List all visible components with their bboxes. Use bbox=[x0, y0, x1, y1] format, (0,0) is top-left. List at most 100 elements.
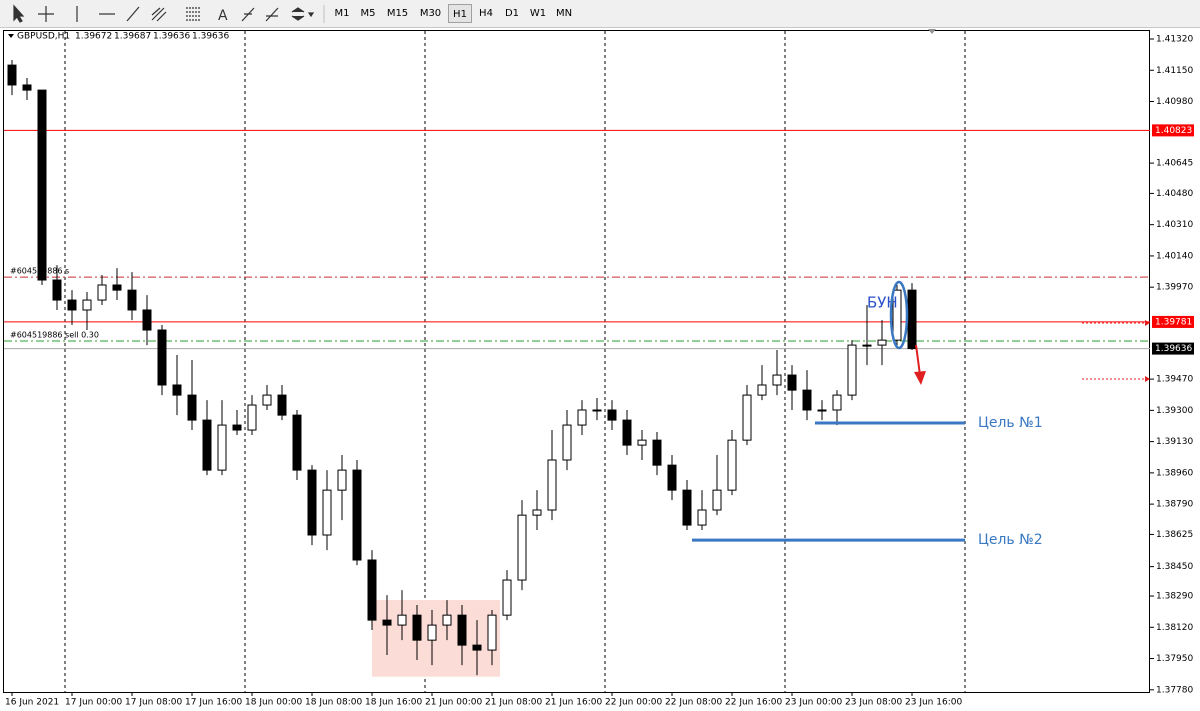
candle-body bbox=[772, 374, 782, 386]
candle-body bbox=[502, 579, 512, 616]
text-icon[interactable]: A bbox=[218, 8, 228, 24]
candle-body bbox=[817, 409, 827, 412]
timeframe-button[interactable]: D1 bbox=[504, 8, 520, 19]
fibo-fan-icon[interactable] bbox=[241, 7, 255, 22]
candle-body bbox=[787, 374, 797, 391]
candle-body bbox=[577, 409, 587, 426]
candle-body bbox=[622, 419, 632, 446]
candle-body bbox=[247, 404, 257, 431]
chart-background bbox=[0, 28, 1200, 711]
timeframe-button[interactable]: W1 bbox=[529, 8, 547, 19]
channel-icon[interactable] bbox=[151, 7, 167, 22]
y-tick-label: 1.39300 bbox=[1156, 406, 1193, 416]
candle-body bbox=[892, 289, 902, 341]
y-tick-label: 1.41150 bbox=[1156, 66, 1193, 76]
price-axis bbox=[1150, 28, 1200, 693]
candle-body bbox=[307, 469, 317, 536]
candle-body bbox=[202, 419, 212, 471]
candle-body bbox=[802, 389, 812, 411]
candle-body bbox=[907, 289, 917, 350]
y-tick-label: 1.38290 bbox=[1156, 592, 1193, 602]
candle-body bbox=[532, 509, 542, 516]
trendline-icon[interactable] bbox=[126, 6, 140, 22]
candle-body bbox=[112, 284, 122, 291]
quote: 1.39672 1.39687 1.39636 1.39636 bbox=[75, 32, 229, 42]
x-tick-label: 22 Jun 08:00 bbox=[665, 698, 722, 708]
y-tick-label: 1.37950 bbox=[1156, 654, 1193, 664]
candle-body bbox=[667, 464, 677, 491]
y-tick-label: 1.38625 bbox=[1156, 530, 1193, 540]
fibo-icon[interactable] bbox=[186, 7, 200, 21]
annotation-ellipse bbox=[889, 280, 909, 350]
candle-body bbox=[877, 339, 887, 346]
y-tick-label: 1.38790 bbox=[1156, 500, 1193, 510]
x-tick-label: 21 Jun 08:00 bbox=[485, 698, 542, 708]
price-tag-label: 1.40823 bbox=[1155, 126, 1192, 136]
candle-body bbox=[412, 614, 422, 641]
crosshair-icon[interactable] bbox=[38, 6, 54, 22]
candle-body bbox=[562, 424, 572, 461]
x-tick-label: 22 Jun 00:00 bbox=[605, 698, 662, 708]
price-tag-label: 1.39781 bbox=[1155, 317, 1192, 327]
candle-body bbox=[337, 469, 347, 491]
fibo-arc-icon[interactable] bbox=[265, 7, 279, 22]
x-tick-label: 18 Jun 16:00 bbox=[365, 698, 422, 708]
price-tag bbox=[1152, 342, 1194, 355]
candle-body bbox=[82, 299, 92, 311]
y-tick-label: 1.38120 bbox=[1156, 623, 1193, 633]
y-tick-label: 1.40480 bbox=[1156, 189, 1193, 199]
price-tag bbox=[1152, 315, 1194, 328]
x-tick-label: 18 Jun 00:00 bbox=[245, 698, 302, 708]
timeframe-button[interactable]: H4 bbox=[479, 8, 493, 19]
candle-body bbox=[352, 469, 362, 561]
order-label: #604519886 sell 0.30 bbox=[10, 331, 99, 340]
x-tick-label: 16 Jun 2021 bbox=[5, 698, 59, 708]
candle-body bbox=[712, 489, 722, 511]
candle-body bbox=[382, 619, 392, 626]
candle-body bbox=[652, 439, 662, 466]
candle-body bbox=[217, 424, 227, 471]
candle-body bbox=[547, 459, 557, 511]
y-tick-label: 1.38450 bbox=[1156, 562, 1193, 572]
candle-body bbox=[742, 394, 752, 441]
timeframe-button[interactable]: M1 bbox=[334, 8, 350, 19]
candle-body bbox=[487, 614, 497, 651]
candle-body bbox=[367, 559, 377, 621]
direction-arrow bbox=[915, 344, 921, 376]
price-tag-label: 1.39636 bbox=[1155, 344, 1192, 354]
candle-body bbox=[172, 384, 182, 396]
candle-body bbox=[262, 394, 272, 406]
timeframe-button[interactable]: MN bbox=[555, 8, 573, 19]
target-label: Цель №1 bbox=[978, 415, 1043, 431]
symbol-label: GBPUSD,H1 bbox=[17, 32, 70, 42]
forecast-arrow bbox=[1082, 322, 1145, 380]
timeframe-button[interactable]: M30 bbox=[419, 8, 442, 19]
quote-value: 1.39687 bbox=[114, 32, 151, 42]
x-tick-label: 21 Jun 16:00 bbox=[545, 698, 602, 708]
x-tick-label: 17 Jun 16:00 bbox=[185, 698, 242, 708]
x-tick-label: 23 Jun 16:00 bbox=[905, 698, 962, 708]
arrows-icon[interactable] bbox=[291, 7, 315, 21]
quote-value: 1.39636 bbox=[192, 32, 229, 42]
candle-body bbox=[322, 489, 332, 536]
candle-body bbox=[517, 514, 527, 581]
timeframe-button[interactable]: M15 bbox=[386, 8, 409, 19]
tool-icons: A bbox=[13, 4, 325, 24]
candle-body bbox=[397, 614, 407, 626]
candle-body bbox=[607, 409, 617, 421]
timeframe-button[interactable]: H1 bbox=[448, 4, 472, 23]
y-tick-label: 1.38960 bbox=[1156, 468, 1193, 478]
timeframe-button[interactable]: M5 bbox=[360, 8, 376, 19]
x-tick-label: 17 Jun 00:00 bbox=[65, 698, 122, 708]
candle-body bbox=[127, 289, 137, 311]
candle-body bbox=[847, 344, 857, 396]
candle-body bbox=[22, 84, 32, 91]
candle-body bbox=[187, 394, 197, 421]
cursor-icon[interactable] bbox=[13, 4, 25, 23]
candle-body bbox=[52, 279, 62, 301]
quote-value: 1.39672 bbox=[75, 32, 112, 42]
chart-frame bbox=[3, 30, 1150, 693]
candle-body bbox=[37, 89, 47, 281]
